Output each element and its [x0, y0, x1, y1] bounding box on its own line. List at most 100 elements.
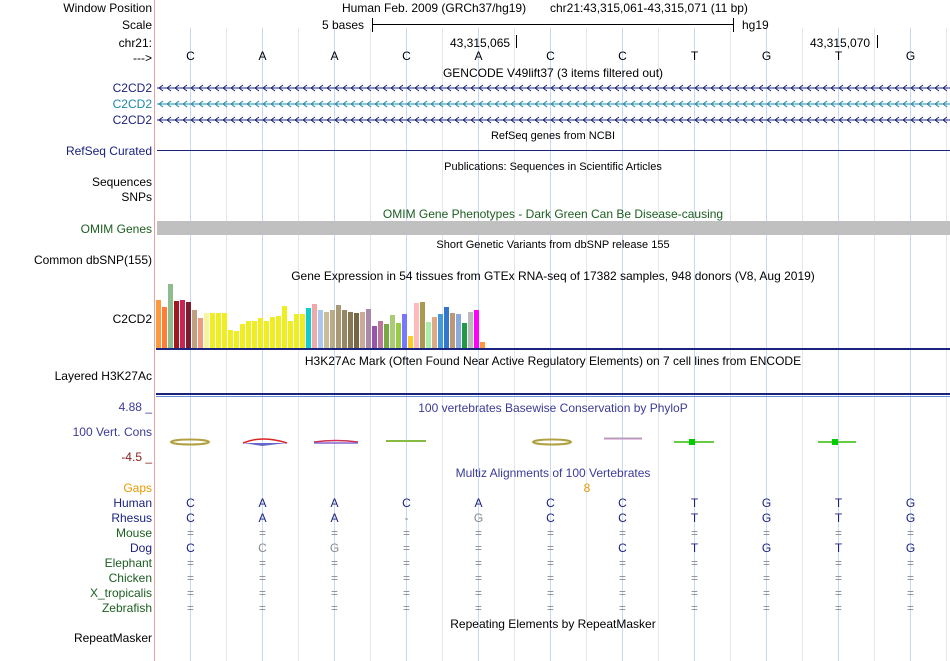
gtex-bar-17	[252, 321, 257, 348]
multiz-base: =	[762, 571, 770, 585]
coord-tick-1	[516, 35, 517, 48]
multiz-base: =	[546, 571, 554, 585]
multiz-base: C	[186, 496, 195, 510]
multiz-base: =	[546, 526, 554, 540]
gtex-bar-11	[216, 313, 221, 348]
base-9: G	[761, 49, 772, 63]
scale-bar-left-tick	[372, 18, 373, 32]
gtex-bar-45	[420, 302, 425, 348]
publications-label-snps[interactable]: SNPs	[121, 190, 152, 204]
refseq-title[interactable]: RefSeq genes from NCBI	[490, 130, 616, 142]
gencode-title[interactable]: GENCODE V49lift37 (3 items filtered out)	[442, 66, 664, 80]
strand-label[interactable]: --->	[133, 51, 152, 65]
gtex-bar-33	[348, 312, 353, 348]
publications-title[interactable]: Publications: Sequences in Scientific Ar…	[444, 161, 662, 173]
gaps-label[interactable]: Gaps	[123, 481, 152, 495]
multiz-base: =	[402, 526, 410, 540]
multiz-base: =	[618, 556, 626, 570]
conservation-title[interactable]: 100 vertebrates Basewise Conservation by…	[418, 401, 688, 415]
multiz-base: =	[690, 571, 698, 585]
omim-label[interactable]: OMIM Genes	[80, 222, 152, 236]
gtex-bar-3	[168, 284, 173, 348]
base-11: G	[905, 49, 916, 63]
gencode-item-label-3[interactable]: C2CD2	[112, 113, 152, 127]
coord-label-1: 43,315,065	[450, 36, 511, 50]
multiz-base: T	[690, 541, 699, 555]
conservation-plot[interactable]	[156, 430, 950, 454]
publications-label-sequences[interactable]: Sequences	[91, 175, 152, 189]
repeatmasker-label[interactable]: RepeatMasker	[73, 631, 152, 645]
gencode-item-label-2[interactable]: C2CD2	[112, 97, 152, 111]
gencode-transcript-3[interactable]	[157, 114, 950, 126]
refseq-label[interactable]: RefSeq Curated	[65, 144, 152, 158]
multiz-base: =	[762, 526, 770, 540]
multiz-base: =	[258, 526, 266, 540]
multiz-species-x-tropicalis[interactable]: X_tropicalis	[89, 586, 152, 600]
gtex-bar-26	[306, 308, 311, 348]
multiz-species-chicken[interactable]: Chicken	[108, 571, 152, 585]
dbsnp-title[interactable]: Short Genetic Variants from dbSNP releas…	[436, 239, 670, 251]
multiz-base: =	[618, 586, 626, 600]
multiz-base: =	[546, 601, 554, 615]
gtex-bar-15	[240, 324, 245, 348]
gencode-transcript-1[interactable]	[157, 82, 950, 94]
multiz-base: =	[186, 556, 194, 570]
multiz-species-elephant[interactable]: Elephant	[104, 556, 152, 570]
base-5: A	[474, 49, 483, 63]
coord-label-2: 43,315,070	[810, 36, 871, 50]
dbsnp-label[interactable]: Common dbSNP(155)	[33, 253, 152, 267]
gtex-bar-9	[204, 313, 209, 348]
gtex-bar-44	[414, 303, 419, 348]
conservation-min-label: -4.5 _	[121, 450, 152, 464]
multiz-base: =	[258, 556, 266, 570]
scale-bar	[372, 24, 734, 25]
gencode-transcript-2[interactable]	[157, 98, 950, 110]
multiz-base: =	[690, 601, 698, 615]
multiz-species-human[interactable]: Human	[113, 496, 152, 510]
conservation-mark-8	[818, 439, 856, 445]
h3k27ac-title[interactable]: H3K27Ac Mark (Often Found Near Active Re…	[304, 354, 802, 368]
multiz-species-mouse[interactable]: Mouse	[115, 526, 152, 540]
gtex-bar-6	[186, 302, 191, 348]
gencode-item-label-1[interactable]: C2CD2	[112, 81, 152, 95]
multiz-base: =	[762, 601, 770, 615]
omim-phenotype-bar[interactable]	[157, 221, 950, 235]
gtex-bar-8	[198, 318, 203, 348]
multiz-base: C	[186, 511, 195, 525]
window-position-label: Window Position	[63, 1, 152, 15]
multiz-base: =	[690, 586, 698, 600]
gtex-title[interactable]: Gene Expression in 54 tissues from GTEx …	[291, 269, 815, 283]
gtex-bar-22	[282, 306, 287, 348]
multiz-base: =	[834, 586, 842, 600]
multiz-base: A	[330, 511, 339, 525]
multiz-base: =	[474, 601, 482, 615]
omim-title[interactable]: OMIM Gene Phenotypes - Dark Green Can Be…	[382, 207, 724, 221]
multiz-base: =	[906, 601, 914, 615]
h3k27ac-signal[interactable]	[156, 393, 950, 395]
chrom-label: chr21:	[118, 36, 152, 50]
multiz-base: =	[474, 526, 482, 540]
gtex-bar-10	[210, 313, 215, 348]
multiz-base: G	[329, 541, 340, 555]
multiz-species-zebrafish[interactable]: Zebrafish	[101, 601, 152, 615]
multiz-species-dog[interactable]: Dog	[129, 541, 152, 555]
multiz-base: =	[186, 601, 194, 615]
multiz-base: G	[905, 496, 916, 510]
gtex-label[interactable]: C2CD2	[112, 312, 152, 326]
gtex-bar-28	[318, 310, 323, 348]
multiz-title[interactable]: Multiz Alignments of 100 Vertebrates	[455, 466, 651, 480]
multiz-base: =	[402, 571, 410, 585]
repeatmasker-title[interactable]: Repeating Elements by RepeatMasker	[450, 617, 656, 631]
multiz-base: T	[690, 511, 699, 525]
multiz-species-rhesus[interactable]: Rhesus	[111, 511, 152, 525]
gtex-bar-53	[468, 312, 473, 348]
multiz-base: =	[546, 556, 554, 570]
position-text[interactable]: chr21:43,315,061-43,315,071 (11 bp)	[550, 1, 748, 15]
h3k27ac-label[interactable]: Layered H3K27Ac	[54, 369, 152, 383]
multiz-base: =	[618, 526, 626, 540]
multiz-base: =	[402, 601, 410, 615]
multiz-base: G	[905, 541, 916, 555]
gtex-bar-chart[interactable]	[156, 284, 950, 352]
conservation-label[interactable]: 100 Vert. Cons	[72, 425, 152, 439]
refseq-gene-line[interactable]	[157, 150, 950, 151]
